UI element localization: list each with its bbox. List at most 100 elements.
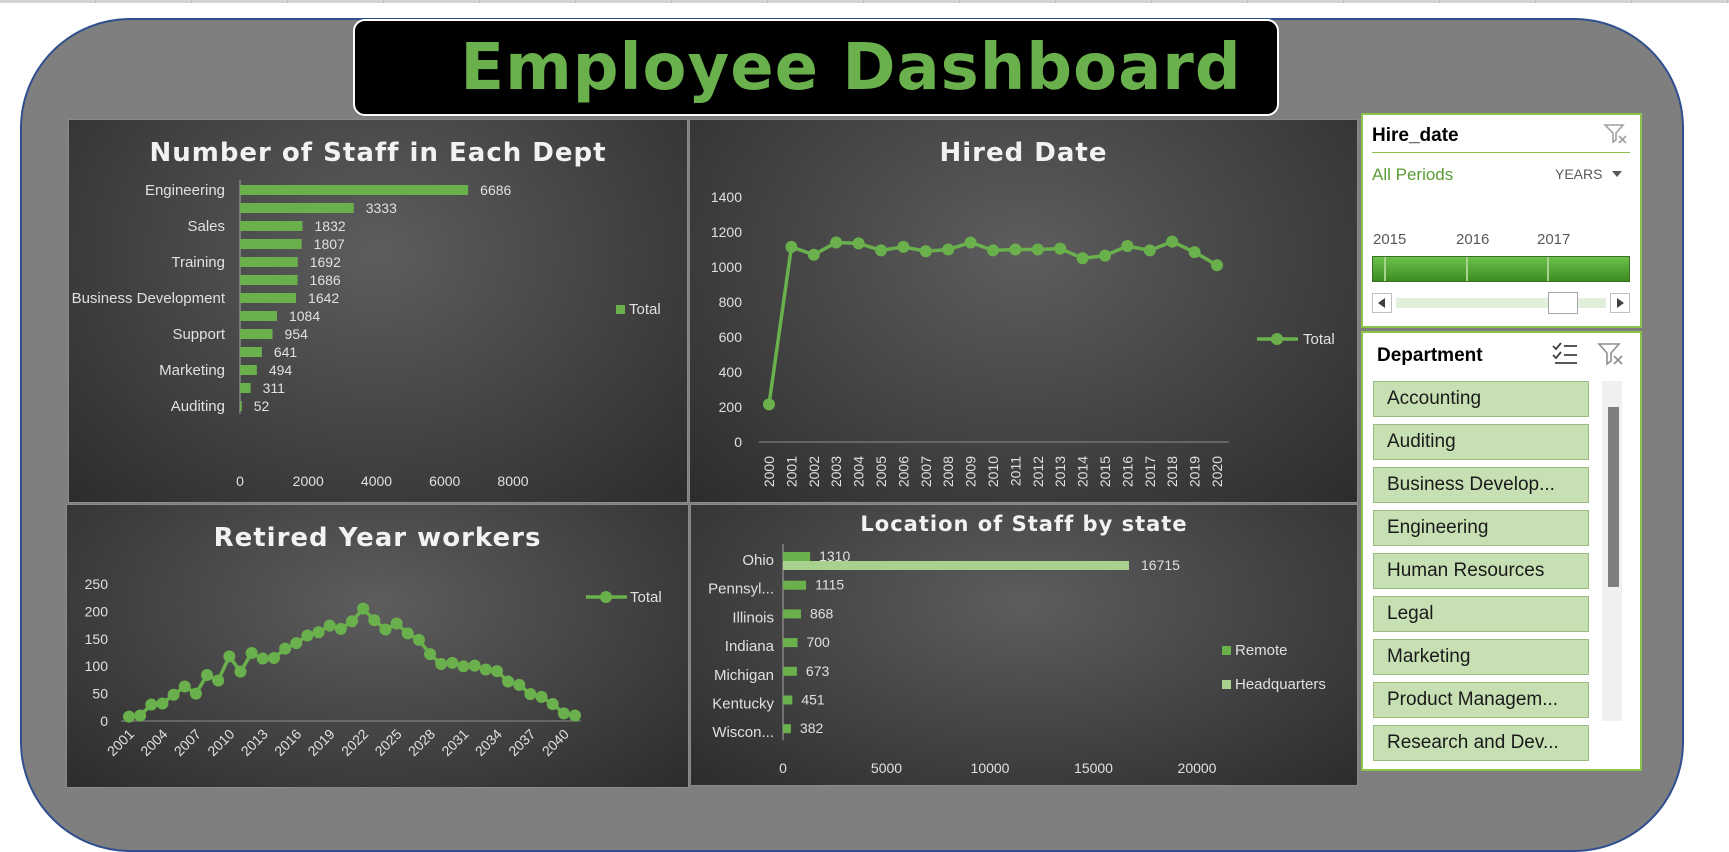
tick-label: 2005 (873, 456, 889, 487)
category-label: Kentucky (712, 696, 774, 713)
data-point (830, 236, 843, 249)
data-point (1143, 244, 1156, 257)
department-slicer-item[interactable]: Research and Dev... (1373, 725, 1589, 761)
category-label: Auditing (171, 398, 225, 415)
hired-date-chart[interactable]: Hired Date 0 200 400 600 800 1000 1200 1400 2000… (689, 119, 1358, 503)
legend-marker (600, 591, 612, 603)
bar (240, 329, 273, 339)
data-point (334, 622, 347, 635)
legend-label: Remote (1235, 642, 1288, 659)
data-point (123, 710, 135, 723)
department-slicer-item[interactable]: Accounting (1373, 381, 1589, 417)
legend-swatch-remote (1222, 646, 1231, 655)
data-label: 311 (263, 380, 286, 396)
bar (240, 275, 298, 285)
sheet-gridline (1439, 0, 1440, 3)
tick-label: 2004 (851, 456, 867, 487)
tick-label: 2007 (171, 726, 204, 759)
data-label: 382 (800, 720, 824, 736)
data-point (379, 623, 392, 636)
data-point (267, 651, 280, 664)
data-point (390, 617, 403, 630)
legend-label: Headquarters (1235, 676, 1326, 693)
department-slicer-item[interactable]: Business Develop... (1373, 467, 1589, 503)
data-point (156, 697, 169, 710)
chart-title: Hired Date (939, 138, 1108, 168)
data-point (401, 627, 414, 640)
tick-label: 150 (85, 631, 109, 647)
chart-title: Location of Staff by state (860, 512, 1188, 536)
data-point (942, 243, 955, 256)
bar (240, 293, 297, 303)
department-slicer-item[interactable]: Human Resources (1373, 553, 1589, 589)
tick-label: 2008 (940, 456, 956, 487)
scroll-right-button[interactable] (1610, 293, 1630, 313)
tick-label: 2025 (371, 726, 404, 759)
legend-marker (1271, 333, 1283, 345)
bar (240, 239, 302, 249)
data-point (919, 245, 932, 258)
department-slicer-item[interactable]: Marketing (1373, 639, 1589, 675)
tick-label: 200 (85, 603, 109, 619)
tick-label: 50 (92, 686, 108, 702)
bar (240, 221, 303, 231)
data-point (167, 688, 180, 701)
department-slicer-item[interactable]: Auditing (1373, 424, 1589, 460)
sheet-gridline (1631, 0, 1632, 3)
bar-headquarters (783, 561, 1130, 570)
data-point (807, 248, 820, 261)
clear-filter-icon[interactable] (1597, 341, 1625, 367)
tick-label: 0 (236, 473, 244, 489)
timeline-selection-bar[interactable] (1372, 256, 1630, 282)
bar-remote (783, 609, 801, 619)
data-point (1076, 252, 1089, 265)
time-level-dropdown[interactable]: YEARS (1555, 166, 1623, 182)
data-point (457, 660, 470, 673)
tick-label: 2001 (104, 726, 137, 759)
data-point (524, 688, 537, 701)
department-slicer-item[interactable]: Product Managem... (1373, 682, 1589, 718)
tick-label: 250 (85, 576, 109, 592)
timeline-year-2016: 2016 (1456, 231, 1490, 248)
triangle-right-icon (1617, 298, 1624, 308)
data-point (875, 244, 887, 257)
data-point (346, 615, 358, 628)
multi-select-icon[interactable] (1551, 341, 1579, 367)
department-slicer-item[interactable]: Engineering (1373, 510, 1589, 546)
department-slicer-item[interactable]: Legal (1373, 596, 1589, 632)
tick-label: 10000 (971, 760, 1010, 776)
data-point (1211, 259, 1223, 272)
retired-year-chart[interactable]: Retired Year workers 0 50 100 150 200 250 2001… (66, 504, 689, 788)
sheet-gridline (95, 0, 96, 3)
legend-swatch-headquarters (1222, 680, 1231, 689)
data-point (178, 680, 191, 693)
location-by-state-chart[interactable]: Location of Staff by state 1310 16715 Ohio… (690, 504, 1358, 786)
hire-date-timeline-slicer[interactable]: Hire_date All Periods YEARS 2015 2016 20… (1361, 113, 1642, 328)
data-label: 1310 (819, 548, 850, 564)
tick-label: 2010 (985, 456, 1001, 487)
time-level-label: YEARS (1555, 166, 1603, 182)
tick-label: 2003 (828, 456, 844, 487)
tick-label: 2014 (1075, 456, 1091, 487)
tick-label: 2040 (539, 726, 572, 759)
tick-label: 2006 (895, 456, 911, 487)
department-slicer[interactable]: Department Accounting Auditing Business De… (1361, 331, 1642, 771)
sheet-gridline (863, 0, 864, 3)
category-label: Michigan (714, 667, 774, 684)
timeline-scroll-track[interactable] (1396, 298, 1606, 308)
bar (240, 203, 354, 213)
tick-label: 2001 (783, 456, 799, 487)
scroll-left-button[interactable] (1372, 293, 1392, 313)
data-point (446, 656, 459, 669)
data-point (1121, 240, 1134, 252)
clear-filter-icon[interactable] (1603, 122, 1629, 146)
slicer-scrollbar-thumb[interactable] (1608, 407, 1619, 587)
tick-label: 2012 (1030, 456, 1046, 487)
staff-by-dept-chart[interactable]: Number of Staff in Each Dept 6686 Enginee… (68, 119, 688, 503)
timeline-scroll-thumb[interactable] (1548, 292, 1578, 314)
legend-label: Total (629, 301, 661, 318)
timeline-tick (1466, 257, 1468, 281)
data-point (1031, 243, 1044, 256)
category-label: Training (171, 254, 225, 271)
